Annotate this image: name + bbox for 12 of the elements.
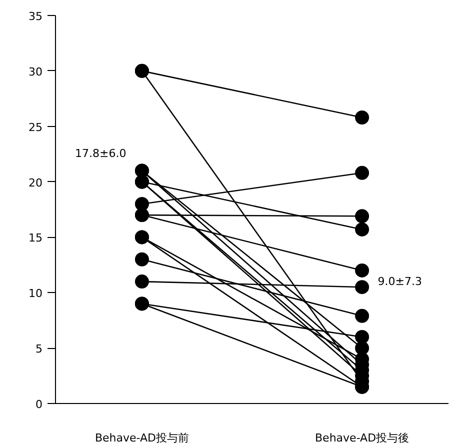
annotation: 9.0±7.3 [378, 275, 422, 288]
y-tick-label: 20 [28, 176, 43, 190]
y-tick-label: 25 [28, 120, 43, 134]
y-tick-label: 15 [28, 232, 43, 245]
annotation: 17.8±6.0 [75, 147, 126, 160]
y-tick-label: 30 [28, 65, 43, 78]
y-tick-label: 5 [36, 342, 42, 356]
x-tick-label: Behave-AD投与後 [315, 432, 410, 444]
y-tick-label: 10 [28, 287, 43, 300]
y-tick-label: 35 [28, 10, 43, 23]
x-tick-label: Behave-AD投与前 [94, 432, 189, 444]
y-tick-label: 0 [36, 398, 42, 411]
